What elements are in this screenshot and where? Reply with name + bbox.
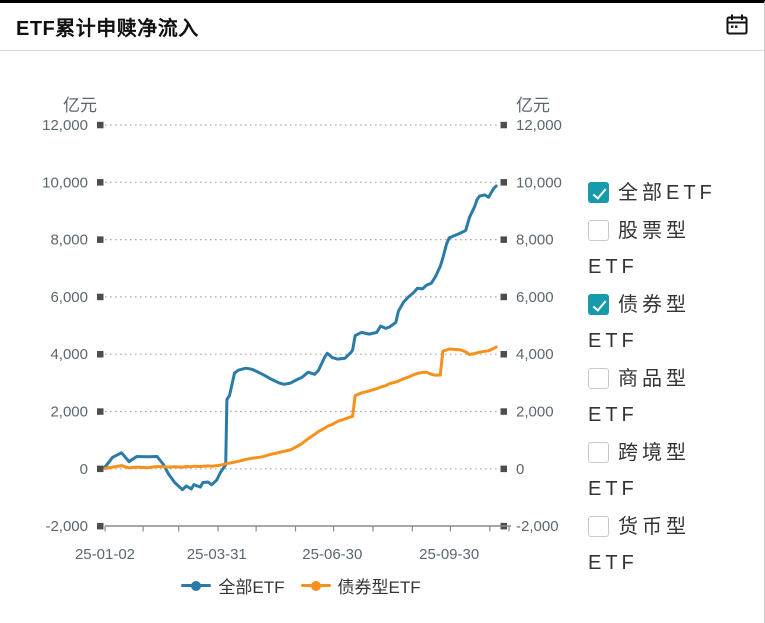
svg-text:-2,000: -2,000 — [516, 518, 559, 535]
svg-text:8,000: 8,000 — [516, 232, 554, 249]
svg-text:2,000: 2,000 — [50, 404, 88, 421]
filter-label: 跨境型ETF — [588, 442, 690, 500]
svg-text:25-01-02: 25-01-02 — [75, 546, 135, 563]
left-axis-unit: 亿元 — [63, 96, 97, 115]
filter-item-crossborder[interactable]: 跨境型ETF — [588, 435, 728, 507]
filter-label: 货币型ETF — [588, 516, 690, 574]
checkbox-2[interactable] — [588, 294, 609, 315]
calendar-icon-glyph — [726, 14, 748, 35]
svg-text:-2,000: -2,000 — [45, 518, 88, 535]
legend-marker-all — [181, 580, 212, 591]
filter-label: 债券型ETF — [588, 294, 690, 352]
checkbox-0[interactable] — [588, 182, 609, 203]
legend-item-bond[interactable]: 债券型ETF — [300, 573, 421, 598]
checkbox-3[interactable] — [588, 368, 609, 389]
legend-item-all[interactable]: 全部ETF — [181, 573, 285, 598]
svg-text:10,000: 10,000 — [42, 174, 88, 191]
svg-text:10,000: 10,000 — [516, 174, 562, 191]
svg-text:6,000: 6,000 — [50, 289, 88, 306]
svg-text:4,000: 4,000 — [50, 346, 88, 363]
right-axis-unit: 亿元 — [516, 96, 550, 115]
svg-text:2,000: 2,000 — [516, 404, 554, 421]
filter-item-money[interactable]: 货币型ETF — [588, 509, 728, 581]
legend-label: 债券型ETF — [337, 578, 421, 597]
filter-label: 商品型ETF — [588, 368, 690, 426]
etf-type-filter-list: 全部ETF 股票型ETF 债券型ETF 商品型ETF 跨境型ETF 货币型ETF — [588, 175, 728, 583]
svg-text:12,000: 12,000 — [516, 117, 562, 134]
svg-text:4,000: 4,000 — [516, 346, 554, 363]
filter-item-commodity[interactable]: 商品型ETF — [588, 361, 728, 433]
svg-text:8,000: 8,000 — [50, 232, 88, 249]
svg-text:12,000: 12,000 — [42, 117, 88, 134]
svg-text:25-06-30: 25-06-30 — [302, 546, 362, 563]
header-divider — [0, 50, 764, 51]
checkbox-5[interactable] — [588, 516, 609, 537]
filter-label: 股票型ETF — [588, 220, 690, 278]
checkbox-1[interactable] — [588, 220, 609, 241]
line-chart: 12,000 12,000 10,000 10,000 8,000 8,000 6,000 6… — [42, 117, 562, 563]
svg-text:6,000: 6,000 — [516, 289, 554, 306]
checkbox-4[interactable] — [588, 442, 609, 463]
svg-text:0: 0 — [516, 461, 524, 478]
filter-item-all[interactable]: 全部ETF — [588, 175, 728, 211]
filter-item-bond[interactable]: 债券型ETF — [588, 287, 728, 359]
chart-legend: 全部ETF 债券型ETF — [105, 573, 497, 598]
legend-label: 全部ETF — [218, 578, 285, 597]
svg-text:0: 0 — [80, 461, 88, 478]
calendar-icon[interactable] — [724, 12, 750, 38]
page-title: ETF累计申赎净流入 — [16, 18, 199, 40]
svg-text:25-09-30: 25-09-30 — [419, 546, 479, 563]
filter-label: 全部ETF — [618, 182, 716, 204]
legend-marker-bond — [300, 580, 331, 591]
svg-text:25-03-31: 25-03-31 — [187, 546, 247, 563]
filter-item-stock[interactable]: 股票型ETF — [588, 213, 728, 285]
